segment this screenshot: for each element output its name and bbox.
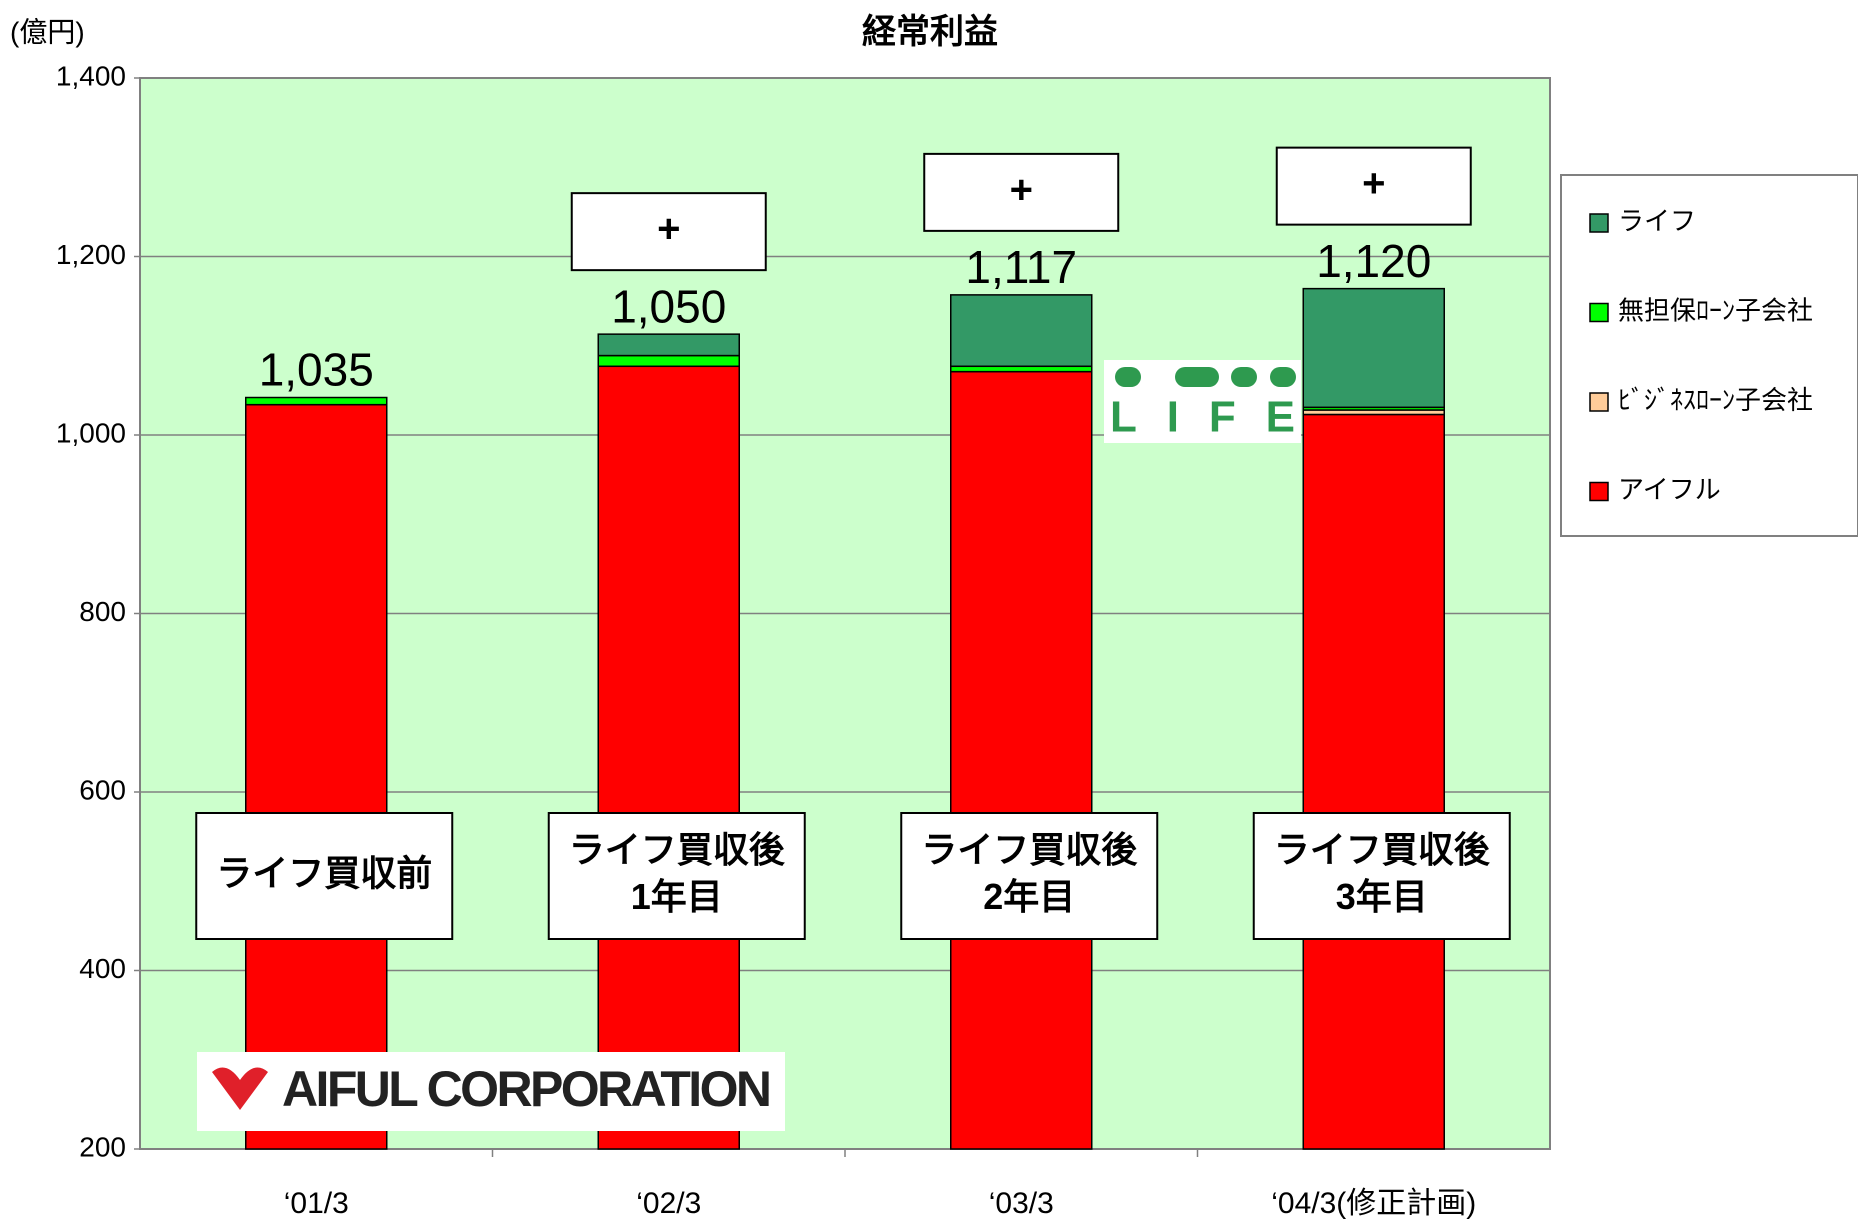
- bar-segment: [597, 333, 740, 357]
- y-tick-label: 1,200: [56, 239, 126, 270]
- growth-label-box: [923, 152, 1120, 232]
- stage-label: 1年目: [631, 876, 723, 917]
- legend-swatch: [1589, 302, 1609, 323]
- aiful-logo-bg: [197, 1052, 785, 1131]
- x-tick-label: ‘02/3: [636, 1187, 701, 1220]
- bar-segment: [597, 365, 740, 1150]
- x-tick-label: ‘01/3: [284, 1187, 349, 1220]
- bar-segment: [1302, 413, 1445, 1150]
- bar-segment: [245, 396, 388, 406]
- bar-segment: [1302, 287, 1445, 409]
- data-label: 1,120: [1316, 235, 1431, 287]
- growth-label-box: [1275, 146, 1472, 226]
- life-logo-dot: [1231, 367, 1257, 387]
- stage-label: 2年目: [983, 876, 1075, 917]
- stage-label: ライフ買収後: [1274, 829, 1491, 870]
- aiful-logo-text: AIFUL CORPORATION: [282, 1061, 772, 1117]
- y-tick-label: 1,000: [56, 417, 126, 448]
- bar-segment: [597, 354, 740, 368]
- stage-label: ライフ買収後: [921, 829, 1138, 870]
- stage-label-box: [195, 812, 454, 940]
- legend-label: ライフ: [1618, 206, 1696, 236]
- legend-label: 無担保ﾛｰﾝ子会社: [1618, 295, 1813, 325]
- growth-label: +: [657, 207, 680, 251]
- y-tick-label: 600: [79, 774, 126, 805]
- legend-label: アイフル: [1618, 474, 1721, 504]
- stage-label-box: [547, 812, 806, 940]
- legend-label: ﾋﾞｼﾞﾈｽﾛｰﾝ子会社: [1618, 385, 1813, 415]
- y-tick-label: 1,400: [56, 60, 126, 91]
- life-logo-dot: [1270, 367, 1296, 387]
- legend-swatch: [1589, 481, 1609, 502]
- chart-title: 経常利益: [862, 13, 998, 51]
- growth-label: +: [1010, 168, 1033, 212]
- life-logo-dot: [1175, 367, 1219, 387]
- stage-label-box: [1252, 812, 1511, 940]
- aiful-logo-mark: [212, 1067, 268, 1110]
- stage-label: 3年目: [1336, 876, 1428, 917]
- stage-label: ライフ買収後: [569, 829, 786, 870]
- stage-label-box: [900, 812, 1159, 940]
- data-label: 1,050: [611, 280, 726, 332]
- data-label: 1,117: [965, 241, 1077, 293]
- life-logo-dot: [1115, 367, 1141, 387]
- x-tick-label: ‘04/3(修正計画): [1271, 1187, 1476, 1220]
- stage-label: ライフ買収前: [216, 853, 432, 894]
- x-tick-label: ‘03/3: [989, 1187, 1054, 1220]
- bar-segment: [950, 294, 1093, 368]
- bar-segment: [950, 370, 1093, 1150]
- bar-segment: [950, 365, 1093, 373]
- growth-label: +: [1362, 162, 1385, 206]
- y-axis-label: (億円): [10, 16, 85, 47]
- growth-label-box: [570, 192, 767, 272]
- legend-swatch: [1589, 392, 1609, 412]
- bar-segment: [245, 403, 388, 1150]
- y-tick-label: 800: [79, 596, 126, 627]
- y-tick-label: 400: [79, 953, 126, 984]
- data-label: 1,035: [259, 344, 374, 396]
- legend-box: [1560, 174, 1858, 537]
- legend-swatch: [1589, 213, 1609, 233]
- y-tick-label: 200: [79, 1131, 126, 1162]
